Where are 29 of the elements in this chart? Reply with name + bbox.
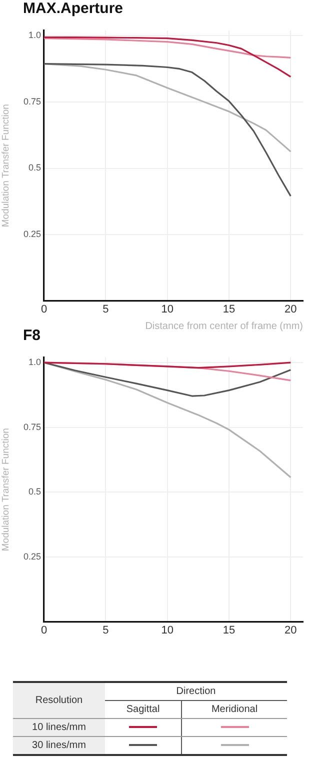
x-tick-label: 10 (161, 303, 174, 316)
y-axis-title: Modulation Transfer Function (0, 428, 12, 552)
text: Direction (105, 682, 287, 700)
x-tick-label: 5 (102, 624, 109, 636)
y-tick-label: 0.25 (23, 551, 41, 562)
x-tick-label: 10 (161, 624, 174, 636)
x-tick-label: 15 (222, 624, 236, 636)
text: 10 lines/mm (13, 718, 105, 736)
y-tick-label: 1.0 (28, 357, 41, 368)
x-tick-label: 20 (284, 624, 297, 636)
y-tick-label: 0.5 (28, 162, 41, 173)
x-axis-title: Distance from center of frame (mm) (145, 320, 303, 332)
chart-title: MAX.Aperture (23, 0, 124, 17)
chart-title: F8 (23, 327, 41, 344)
y-axis-title: Modulation Transfer Function (0, 104, 12, 228)
text: Sagittal (105, 700, 182, 718)
y-tick-label: 1.0 (28, 30, 41, 40)
y-tick-label: 0.5 (28, 486, 41, 497)
y-tick-label: 0.25 (23, 229, 41, 240)
x-tick-label: 0 (40, 624, 48, 636)
text: Resolution (13, 682, 105, 718)
y-tick-label: 0.75 (23, 96, 41, 106)
text: Meridional (182, 700, 287, 718)
x-tick-label: 0 (40, 303, 48, 316)
y-tick-label: 0.75 (23, 422, 41, 432)
x-tick-label: 5 (102, 303, 109, 316)
x-tick-label: 20 (284, 303, 297, 316)
x-tick-label: 15 (222, 303, 236, 316)
text: 30 lines/mm (13, 736, 105, 755)
